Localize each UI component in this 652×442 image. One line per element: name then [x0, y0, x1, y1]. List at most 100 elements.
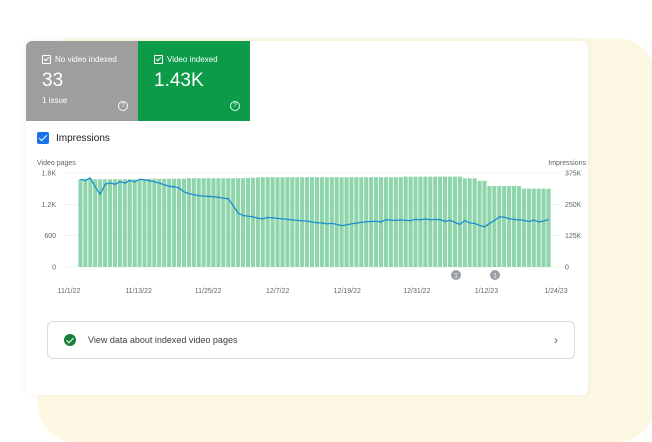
- impressions-label: Impressions: [56, 132, 110, 144]
- right-tick-label: 125K: [565, 233, 582, 240]
- video-pages-bar: [236, 178, 241, 267]
- video-pages-bar: [324, 177, 329, 267]
- video-pages-bar: [457, 176, 462, 267]
- video-pages-bar: [137, 179, 142, 267]
- video-pages-bar: [275, 177, 280, 267]
- x-tick-label: 12/7/22: [266, 288, 289, 295]
- video-pages-bar: [88, 179, 93, 267]
- video-pages-bar: [398, 177, 403, 267]
- video-pages-bar: [231, 178, 236, 267]
- x-tick-label: 11/25/22: [195, 288, 222, 295]
- video-pages-bar: [265, 177, 270, 267]
- video-pages-bar: [339, 177, 344, 267]
- video-pages-bar: [423, 176, 428, 267]
- annotation-label: 1: [454, 274, 458, 280]
- view-indexed-data-row[interactable]: View data about indexed video pages ›: [47, 321, 575, 359]
- video-pages-bar: [393, 177, 398, 267]
- video-pages-bar: [285, 177, 290, 267]
- video-pages-bar: [413, 176, 418, 267]
- video-indexed-tile[interactable]: Video indexed 1.43K ?: [138, 41, 250, 121]
- video-pages-bar: [98, 179, 103, 267]
- video-pages-bar: [516, 186, 522, 267]
- video-pages-bar: [152, 178, 157, 267]
- video-pages-bar: [260, 177, 265, 267]
- video-pages-bar: [388, 177, 393, 267]
- video-pages-bar: [334, 177, 339, 267]
- video-pages-bar: [403, 176, 408, 267]
- video-pages-bar: [531, 188, 536, 267]
- annotation-marker: [451, 270, 461, 280]
- video-pages-bar: [186, 178, 191, 267]
- view-indexed-data-text: View data about indexed video pages: [88, 335, 238, 345]
- video-pages-bar: [83, 179, 88, 267]
- help-icon[interactable]: ?: [230, 101, 240, 111]
- video-pages-bar: [245, 177, 251, 267]
- x-tick-label: 12/31/22: [403, 288, 430, 295]
- no-video-indexed-label: No video indexed: [55, 55, 117, 64]
- chevron-right-icon[interactable]: ›: [554, 333, 558, 347]
- video-pages-bar: [240, 178, 246, 267]
- checkbox-icon[interactable]: [154, 55, 163, 64]
- video-pages-bar: [546, 188, 551, 267]
- video-pages-bar: [201, 178, 206, 267]
- video-pages-bar: [142, 179, 147, 267]
- video-pages-bar: [492, 186, 497, 267]
- no-video-indexed-issues: 1 issue: [42, 96, 68, 105]
- video-pages-bar: [176, 178, 182, 267]
- video-pages-bar: [418, 176, 423, 267]
- impressions-line: [80, 177, 549, 228]
- video-pages-bar: [541, 188, 546, 267]
- checkbox-icon[interactable]: [42, 55, 51, 64]
- video-pages-bar: [305, 177, 310, 267]
- right-tick-label: 375K: [565, 171, 582, 178]
- video-pages-bar: [211, 178, 216, 267]
- left-tick-label: 1.8K: [42, 171, 57, 178]
- video-pages-bar: [433, 176, 438, 267]
- impressions-checkbox[interactable]: [37, 132, 49, 144]
- video-pages-bar: [167, 178, 172, 267]
- video-pages-bar: [511, 186, 517, 267]
- check-circle-icon: [64, 334, 76, 346]
- video-pages-bar: [290, 177, 295, 267]
- video-pages-bar: [226, 178, 231, 267]
- video-pages-bar: [216, 178, 221, 267]
- left-tick-label: 1.2K: [42, 202, 57, 209]
- video-pages-bar: [408, 176, 413, 267]
- video-pages-bar: [300, 177, 305, 267]
- video-indexed-count: 1.43K: [154, 70, 204, 91]
- video-pages-bar: [132, 179, 137, 267]
- video-pages-bar: [477, 180, 482, 267]
- video-pages-bar: [172, 178, 177, 267]
- video-pages-bar: [383, 177, 389, 267]
- report-card: No video indexed 33 1 issue ? Video inde…: [26, 41, 588, 395]
- video-pages-bar: [147, 178, 152, 267]
- video-pages-bar: [206, 178, 211, 267]
- video-pages-bar: [472, 178, 477, 267]
- video-indexed-label: Video indexed: [167, 55, 218, 64]
- video-pages-bar: [526, 188, 531, 267]
- right-tick-label: 250K: [565, 202, 582, 209]
- right-axis-title: Impressions: [548, 160, 586, 167]
- video-pages-bar: [103, 179, 108, 267]
- video-pages-bar: [295, 177, 300, 267]
- video-pages-bar: [107, 179, 113, 267]
- video-pages-bar: [319, 177, 324, 267]
- right-tick-label: 0: [565, 265, 569, 272]
- x-tick-label: 11/13/22: [125, 288, 152, 295]
- video-pages-bar: [162, 178, 167, 267]
- no-video-indexed-tile[interactable]: No video indexed 33 1 issue ?: [26, 41, 138, 121]
- video-pages-bar: [487, 186, 492, 267]
- video-pages-bar: [122, 179, 127, 267]
- video-pages-bar: [344, 177, 349, 267]
- help-icon[interactable]: ?: [118, 101, 128, 111]
- video-pages-bar: [536, 188, 541, 267]
- video-pages-bar: [255, 177, 260, 267]
- impressions-toggle[interactable]: Impressions: [37, 132, 110, 144]
- x-tick-label: 12/19/22: [334, 288, 361, 295]
- video-pages-bar: [329, 177, 334, 267]
- video-pages-bar: [181, 178, 186, 267]
- video-pages-bar: [497, 186, 502, 267]
- left-axis-title: Video pages: [37, 160, 76, 167]
- x-tick-label: 1/24/23: [544, 288, 567, 295]
- video-pages-bar: [117, 179, 122, 267]
